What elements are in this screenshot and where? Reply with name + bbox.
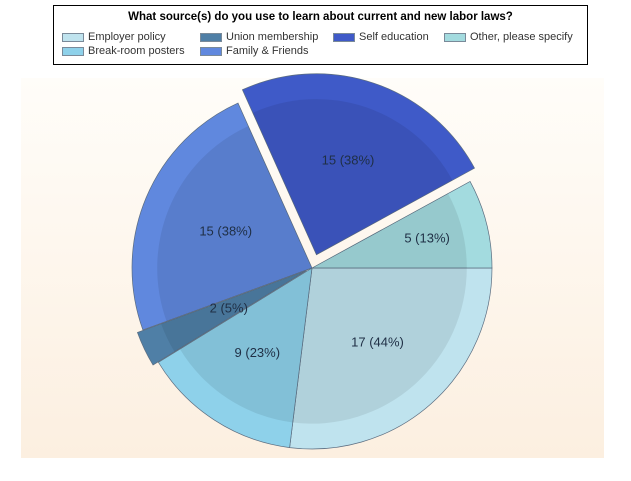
legend-swatch <box>200 32 222 42</box>
slice-data-label: 9 (23%) <box>235 345 281 360</box>
legend-swatch <box>62 46 84 56</box>
pie-slice-shade <box>312 193 467 268</box>
chart-title: What source(s) do you use to learn about… <box>128 11 513 23</box>
legend-item-family-friends: Family & Friends <box>200 45 309 57</box>
legend-label: Break-room posters <box>88 45 185 57</box>
pie-slice <box>131 102 313 331</box>
legend-item-union-membership: Union membership <box>200 31 318 43</box>
pie-slice-shade <box>292 268 467 424</box>
pie-slice <box>137 270 307 366</box>
pie-slice-shade <box>161 270 307 352</box>
slice-data-label: 17 (44%) <box>351 335 404 350</box>
legend-item-other: Other, please specify <box>444 31 573 43</box>
legend-label: Self education <box>359 31 429 43</box>
legend-swatch <box>444 32 466 42</box>
slice-data-label: 2 (5%) <box>210 300 248 315</box>
legend: What source(s) do you use to learn about… <box>53 5 588 65</box>
pie-slice <box>311 180 493 269</box>
legend-swatch <box>62 32 84 42</box>
pie-slice-shade <box>179 268 312 423</box>
slice-data-label: 5 (13%) <box>404 231 450 246</box>
pie-slice-shade <box>157 126 312 322</box>
legend-label: Family & Friends <box>226 45 309 57</box>
pie-slice <box>157 267 313 448</box>
legend-item-self-education: Self education <box>333 31 429 43</box>
legend-item-break-room-posters: Break-room posters <box>62 45 185 57</box>
slice-data-label: 15 (38%) <box>322 152 375 167</box>
legend-swatch <box>200 46 222 56</box>
legend-item-employer-policy: Employer policy <box>62 31 166 43</box>
pie-slice <box>289 267 493 450</box>
legend-label: Other, please specify <box>470 31 573 43</box>
legend-label: Union membership <box>226 31 319 43</box>
legend-label: Employer policy <box>88 31 166 43</box>
pie-slice <box>241 73 476 256</box>
slice-data-label: 15 (38%) <box>199 223 252 238</box>
pie-slice-shade <box>252 99 453 255</box>
legend-swatch <box>333 32 355 42</box>
